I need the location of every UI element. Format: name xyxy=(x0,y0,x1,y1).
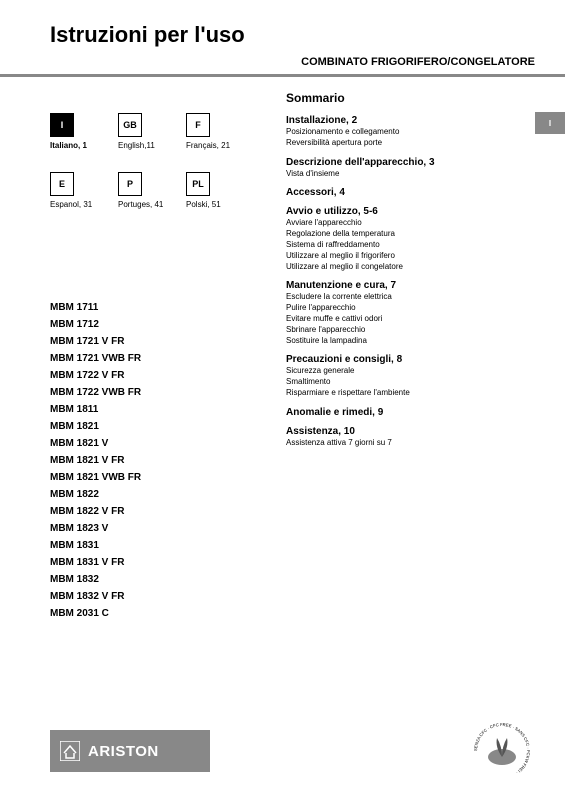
section-item: Escludere la corrente elettrica xyxy=(286,292,535,303)
sections-list: Installazione, 2Posizionamento e collega… xyxy=(286,115,535,449)
section-item: Evitare muffe e cattivi odori xyxy=(286,314,535,325)
language-item[interactable]: F Français, 21 xyxy=(186,113,240,150)
model-list: MBM 1711MBM 1712MBM 1721 V FRMBM 1721 VW… xyxy=(50,299,262,622)
model-line: MBM 1821 VWB FR xyxy=(50,469,262,486)
section-item: Sicurezza generale xyxy=(286,366,535,377)
eco-badge: SENZA CFC · CFC FREE · SANS CFC · FCKW F… xyxy=(471,720,533,782)
model-line: MBM 1711 xyxy=(50,299,262,316)
language-label: Français, 21 xyxy=(186,141,240,150)
model-line: MBM 1722 VWB FR xyxy=(50,384,262,401)
model-line: MBM 1821 V FR xyxy=(50,452,262,469)
model-line: MBM 1831 xyxy=(50,537,262,554)
section-item: Avviare l'apparecchio xyxy=(286,218,535,229)
language-code-box: E xyxy=(50,172,74,196)
section-item: Sbrinare l'apparecchio xyxy=(286,325,535,336)
left-column: I Italiano, 1 GB English,11 F Français, 21 E Es… xyxy=(50,91,262,622)
language-code-box: GB xyxy=(118,113,142,137)
model-line: MBM 1822 xyxy=(50,486,262,503)
section-heading: Assistenza, 10 xyxy=(286,426,535,437)
model-line: MBM 1822 V FR xyxy=(50,503,262,520)
page-subtitle: COMBINATO FRIGORIFERO/CONGELATORE xyxy=(50,56,535,68)
language-code-box: I xyxy=(50,113,74,137)
section-item: Risparmiare e rispettare l'ambiente xyxy=(286,388,535,399)
main-columns: I Italiano, 1 GB English,11 F Français, 21 E Es… xyxy=(50,91,535,622)
model-line: MBM 1811 xyxy=(50,401,262,418)
section-item: Pulire l'apparecchio xyxy=(286,303,535,314)
brand-bar: ARISTON xyxy=(50,730,210,772)
language-item[interactable]: P Portuges, 41 xyxy=(118,172,172,209)
model-line: MBM 1832 xyxy=(50,571,262,588)
language-label: English,11 xyxy=(118,141,172,150)
language-label: Espanol, 31 xyxy=(50,200,104,209)
summary-title: Sommario xyxy=(286,91,535,105)
section-item: Sostituire la lampadina xyxy=(286,336,535,347)
section-item: Posizionamento e collegamento xyxy=(286,127,535,138)
section-item: Sistema di raffreddamento xyxy=(286,240,535,251)
language-label: Portuges, 41 xyxy=(118,200,172,209)
model-line: MBM 1821 V xyxy=(50,435,262,452)
model-line: MBM 2031 C xyxy=(50,605,262,622)
section-item: Utilizzare al meglio il congelatore xyxy=(286,262,535,273)
model-line: MBM 1823 V xyxy=(50,520,262,537)
language-code-box: P xyxy=(118,172,142,196)
section-heading: Anomalie e rimedi, 9 xyxy=(286,407,535,418)
language-item[interactable]: E Espanol, 31 xyxy=(50,172,104,209)
section-item: Utilizzare al meglio il frigorifero xyxy=(286,251,535,262)
language-item[interactable]: I Italiano, 1 xyxy=(50,113,104,150)
model-line: MBM 1821 xyxy=(50,418,262,435)
section-heading: Manutenzione e cura, 7 xyxy=(286,280,535,291)
model-line: MBM 1832 V FR xyxy=(50,588,262,605)
language-item[interactable]: PL Polski, 51 xyxy=(186,172,240,209)
section-heading: Installazione, 2 xyxy=(286,115,535,126)
section-heading: Avvio e utilizzo, 5-6 xyxy=(286,206,535,217)
model-line: MBM 1721 VWB FR xyxy=(50,350,262,367)
language-item[interactable]: GB English,11 xyxy=(118,113,172,150)
section-item: Smaltimento xyxy=(286,377,535,388)
section-heading: Accessori, 4 xyxy=(286,187,535,198)
section-heading: Descrizione dell'apparecchio, 3 xyxy=(286,157,535,168)
language-grid: I Italiano, 1 GB English,11 F Français, 21 E Es… xyxy=(50,113,262,209)
language-label: Italiano, 1 xyxy=(50,141,104,150)
section-item: Regolazione della temperatura xyxy=(286,229,535,240)
model-line: MBM 1712 xyxy=(50,316,262,333)
model-line: MBM 1721 V FR xyxy=(50,333,262,350)
language-code-box: PL xyxy=(186,172,210,196)
section-heading: Precauzioni e consigli, 8 xyxy=(286,354,535,365)
svg-text:SENZA CFC · CFC FREE · SANS CF: SENZA CFC · CFC FREE · SANS CFC · FCKW F… xyxy=(473,722,531,775)
section-item: Assistenza attiva 7 giorni su 7 xyxy=(286,438,535,449)
right-column: Sommario Installazione, 2Posizionamento … xyxy=(286,91,535,622)
page-title: Istruzioni per l'uso xyxy=(50,22,535,48)
house-icon xyxy=(60,741,80,761)
section-item: Vista d'insieme xyxy=(286,169,535,180)
section-item: Reversibilità apertura porte xyxy=(286,138,535,149)
horizontal-rule xyxy=(0,74,565,77)
brand-name: ARISTON xyxy=(88,743,159,760)
language-label: Polski, 51 xyxy=(186,200,240,209)
model-line: MBM 1722 V FR xyxy=(50,367,262,384)
page: Istruzioni per l'uso COMBINATO FRIGORIFE… xyxy=(0,0,565,622)
model-line: MBM 1831 V FR xyxy=(50,554,262,571)
language-code-box: F xyxy=(186,113,210,137)
